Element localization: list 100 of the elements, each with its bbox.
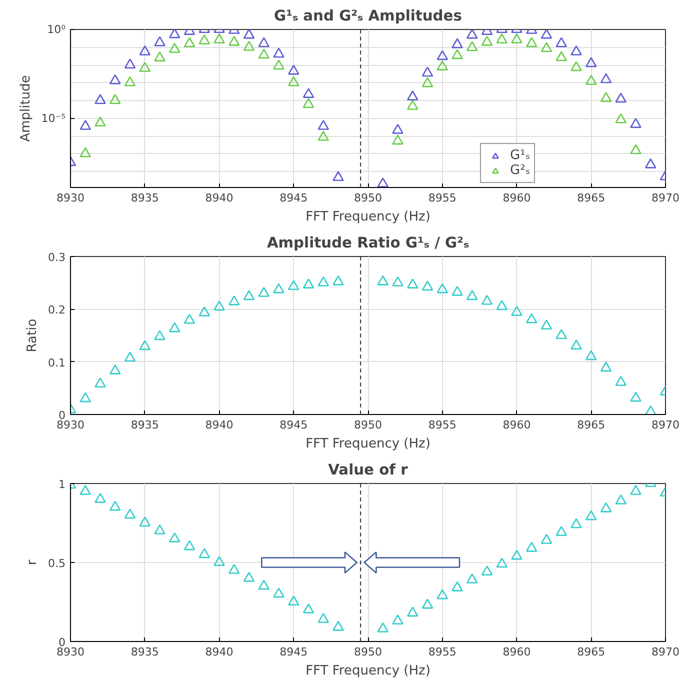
point bbox=[80, 392, 92, 402]
point bbox=[273, 60, 284, 70]
point bbox=[168, 42, 180, 53]
x-tick-label: 8965 bbox=[577, 646, 606, 658]
point bbox=[288, 76, 300, 86]
x-tick-label: 8950 bbox=[354, 418, 382, 432]
y-tick-label: 0.5 bbox=[48, 557, 66, 570]
y-tick-label: 0.3 bbox=[48, 251, 66, 264]
point bbox=[422, 280, 434, 291]
x-tick-label: 8930 bbox=[56, 192, 85, 204]
point bbox=[422, 77, 434, 88]
point bbox=[406, 606, 418, 617]
point bbox=[600, 73, 612, 84]
point bbox=[615, 113, 627, 124]
point bbox=[630, 118, 642, 128]
point bbox=[273, 48, 284, 58]
x-tick-label: 8960 bbox=[502, 192, 531, 204]
x-tick-label: 8945 bbox=[280, 418, 308, 432]
point bbox=[318, 130, 330, 141]
point bbox=[109, 500, 121, 511]
point bbox=[392, 614, 404, 624]
y-tick-label: 0.1 bbox=[48, 356, 66, 370]
point bbox=[273, 283, 284, 294]
point bbox=[124, 352, 136, 362]
x-axis-title: FFT Frequency (Hz) bbox=[306, 436, 430, 452]
point bbox=[258, 580, 270, 590]
x-axis-title: FFT Frequency (Hz) bbox=[306, 210, 430, 224]
chart-title: Value of r bbox=[328, 462, 409, 478]
point bbox=[377, 275, 389, 286]
point bbox=[511, 33, 522, 44]
point bbox=[168, 532, 180, 542]
point bbox=[214, 33, 225, 44]
point bbox=[198, 34, 210, 44]
point bbox=[526, 37, 538, 48]
point bbox=[214, 300, 225, 311]
point bbox=[406, 90, 418, 100]
point bbox=[94, 94, 106, 104]
point bbox=[184, 540, 196, 550]
point bbox=[600, 92, 612, 102]
point bbox=[644, 405, 656, 414]
y-axis-title: r bbox=[25, 559, 40, 566]
point bbox=[228, 36, 240, 46]
point bbox=[302, 278, 314, 288]
y-tick-label: 0.2 bbox=[48, 304, 66, 317]
x-axis-title: FFT Frequency (Hz) bbox=[306, 664, 430, 678]
point bbox=[436, 283, 448, 294]
point bbox=[570, 61, 582, 72]
point bbox=[318, 120, 330, 130]
point bbox=[288, 596, 300, 606]
x-tick-label: 8965 bbox=[577, 192, 606, 204]
x-tick-label: 8945 bbox=[280, 646, 308, 658]
point bbox=[600, 362, 612, 372]
y-tick-label: 10⁰ bbox=[47, 23, 66, 36]
point bbox=[139, 340, 151, 350]
point bbox=[318, 612, 330, 623]
point bbox=[406, 278, 418, 288]
point bbox=[139, 45, 151, 56]
x-tick-label: 8940 bbox=[205, 646, 234, 658]
point bbox=[258, 48, 270, 59]
x-tick-label: 8935 bbox=[130, 646, 159, 658]
point bbox=[124, 508, 136, 519]
point bbox=[630, 484, 642, 495]
y-axis-title: Ratio bbox=[25, 318, 40, 352]
legend-label: G¹ₛ bbox=[510, 148, 530, 163]
point bbox=[288, 280, 300, 290]
x-tick-label: 8970 bbox=[652, 646, 680, 658]
point bbox=[288, 64, 300, 75]
point bbox=[332, 275, 344, 286]
point bbox=[452, 49, 463, 60]
point bbox=[585, 350, 597, 360]
point bbox=[511, 550, 522, 560]
point bbox=[184, 37, 196, 48]
chart-title: Amplitude Ratio G¹ₛ / G²ₛ bbox=[266, 234, 470, 252]
point bbox=[644, 158, 656, 168]
x-tick-label: 8970 bbox=[652, 418, 680, 432]
x-tick-label: 8950 bbox=[354, 646, 382, 658]
legend-label: G²ₛ bbox=[510, 163, 530, 178]
point bbox=[168, 322, 180, 332]
point bbox=[377, 622, 389, 632]
x-tick-label: 8935 bbox=[130, 418, 159, 432]
point bbox=[139, 516, 151, 527]
point bbox=[615, 494, 627, 504]
point bbox=[332, 620, 344, 631]
point bbox=[466, 290, 478, 300]
x-tick-label: 8955 bbox=[428, 646, 456, 658]
point bbox=[214, 556, 225, 566]
point bbox=[422, 66, 434, 77]
point bbox=[109, 74, 121, 84]
point bbox=[585, 510, 597, 520]
point bbox=[318, 276, 330, 286]
point bbox=[452, 38, 463, 48]
x-tick-label: 8965 bbox=[577, 418, 606, 432]
point bbox=[109, 94, 121, 104]
point bbox=[243, 40, 255, 51]
y-axis-title: Amplitude bbox=[18, 75, 34, 142]
point bbox=[556, 329, 568, 340]
point bbox=[392, 276, 404, 286]
point bbox=[481, 566, 493, 576]
point bbox=[466, 573, 478, 584]
point bbox=[496, 300, 508, 310]
